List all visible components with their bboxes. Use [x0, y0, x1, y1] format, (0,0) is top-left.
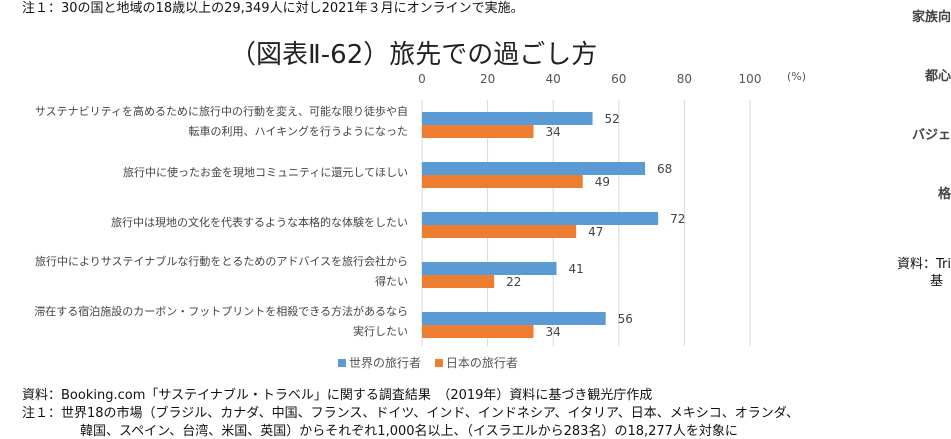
tick-label: 100 — [738, 72, 762, 86]
data-label: 56 — [618, 312, 633, 326]
category-label: 滞在する宿泊施設のカーボン・フットプリントを相殺できる方法があるなら実行したい — [34, 305, 408, 338]
data-label: 47 — [588, 225, 603, 239]
side-label-1: 家族向 — [911, 10, 951, 25]
tick-label: 80 — [676, 72, 693, 86]
legend-world: 世界の旅行者 — [338, 356, 421, 370]
data-label: 68 — [657, 162, 672, 176]
unit-label: (%) — [787, 70, 807, 83]
data-label: 34 — [546, 325, 561, 339]
side-source-cont: 基 — [929, 274, 943, 289]
tick-label: 0 — [418, 72, 426, 86]
bar-japan — [422, 325, 534, 338]
side-label-2: 都心 — [924, 69, 951, 84]
data-label: 52 — [605, 112, 620, 126]
side-source: 資料：Tri — [897, 257, 951, 272]
bar-world — [422, 112, 593, 125]
bar-japan — [422, 125, 534, 138]
category-label: サステナビリティを高めるために旅行中の行動を変え、可能な限り徒歩や自転車の利用、… — [34, 105, 408, 138]
bar-world — [422, 262, 557, 275]
note-1-cont: 韓国、スペイン、台湾、米国、英国）からそれぞれ1,000名以上、（イスラエルから… — [80, 424, 738, 439]
category-label: 旅行中に使ったお金を現地コミュニティに還元してほしい — [122, 166, 408, 179]
data-label: 72 — [670, 212, 685, 226]
top-note: 注１：30の国と地域の18歳以上の29,349人に対し2021年３月にオンライン… — [22, 1, 524, 16]
data-label: 49 — [595, 175, 610, 189]
data-label: 34 — [546, 125, 561, 139]
data-label: 41 — [568, 262, 583, 276]
bar-japan — [422, 275, 495, 288]
legend-japan: 日本の旅行者 — [434, 356, 518, 370]
source-note: 資料：Booking.com「サステイナブル・トラベル」に関する調査結果 （20… — [22, 388, 653, 403]
side-label-3: バジェ — [911, 128, 951, 143]
chart-title: （図表Ⅱ-62）旅先での過ごし方 — [230, 40, 598, 70]
bar-world — [422, 162, 646, 175]
legend: 世界の旅行者 日本の旅行者 — [338, 354, 518, 371]
tick-label: 20 — [479, 72, 496, 86]
bar-world — [422, 212, 659, 225]
bar-world — [422, 312, 606, 325]
data-label: 22 — [506, 275, 521, 289]
category-label: 旅行中は現地の文化を代表するような本格的な体験をしたい — [111, 216, 408, 229]
bar-japan — [422, 175, 583, 188]
category-label: 旅行中によりサステイナブルな行動をとるためのアドバイスを旅行会社から得たい — [34, 255, 408, 288]
bar-japan — [422, 225, 577, 238]
tick-label: 60 — [611, 72, 627, 86]
note-1: 注１：世界18の市場（ブラジル、カナダ、中国、フランス、ドイツ、インド、インドネ… — [22, 406, 800, 421]
side-label-4: 格 — [937, 187, 951, 202]
tick-label: 40 — [545, 72, 561, 86]
